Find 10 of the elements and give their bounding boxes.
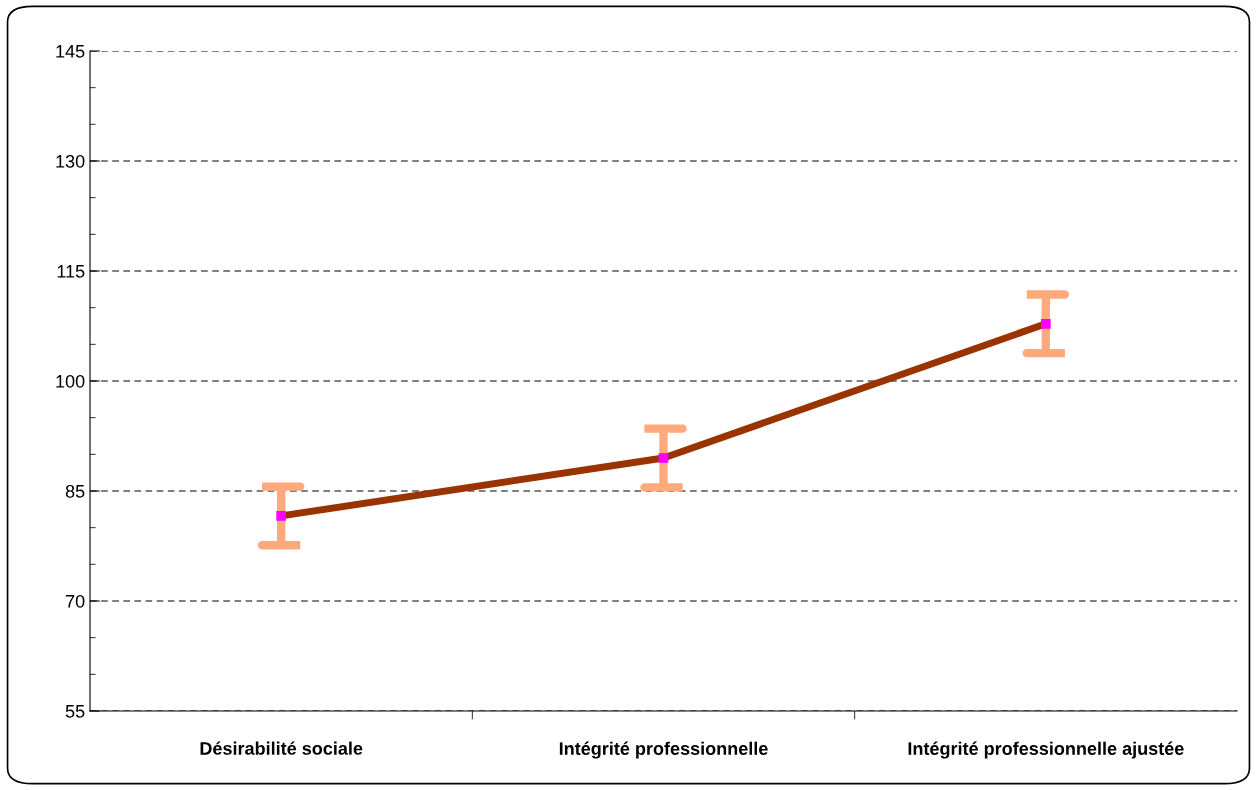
y-tick-label: 85 bbox=[65, 484, 85, 498]
y-tick-label: 70 bbox=[65, 594, 85, 608]
x-tick-label: Intégrité professionnelle ajustée bbox=[908, 741, 1184, 759]
y-tick-label: 55 bbox=[65, 705, 85, 718]
y-tick-label: 100 bbox=[56, 374, 85, 388]
y-tick-label: 115 bbox=[57, 265, 85, 278]
y-tick-label: 130 bbox=[56, 154, 85, 168]
x-tick-label: Désirabilité sociale bbox=[200, 741, 363, 755]
x-tick-label: Intégrité professionnelle bbox=[559, 741, 768, 759]
y-tick-label: 145 bbox=[56, 45, 85, 58]
